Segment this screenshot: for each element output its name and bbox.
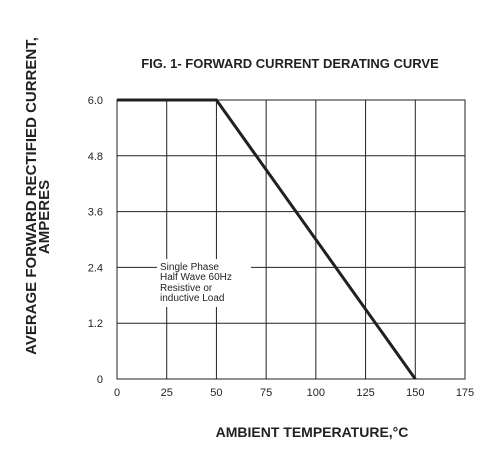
y-axis-title-line-1: AVERAGE FORWARD RECTIFIED CURRENT,: [23, 37, 40, 355]
x-tick-label: 175: [456, 387, 474, 399]
series-group: [117, 98, 417, 380]
x-tick-label: 50: [210, 387, 222, 399]
x-tick-label: 150: [406, 387, 424, 399]
x-tick-labels: 0 25 50 75 100 125 150 175: [114, 387, 474, 399]
x-tick-label: 125: [356, 387, 374, 399]
x-tick-label: 25: [161, 387, 173, 399]
y-tick-label: 3.6: [88, 207, 103, 219]
annotation-background: [157, 259, 251, 307]
y-tick-label: 2.4: [88, 262, 103, 274]
y-axis-title-line-2: AMPERES: [36, 180, 53, 254]
y-tick-label: 1.2: [88, 318, 103, 330]
x-tick-label: 75: [260, 387, 272, 399]
y-tick-labels: 0 1.2 2.4 3.6 4.8 6.0: [88, 95, 103, 386]
annotation-line-1: Single Phase: [160, 262, 219, 273]
x-tick-label: 100: [307, 387, 325, 399]
annotation-box: Single Phase Half Wave 60Hz Resistive or…: [157, 259, 251, 307]
plot-frame: [116, 99, 466, 380]
x-tick-label: 0: [114, 387, 120, 399]
annotation-line-3: Resistive or: [160, 283, 213, 294]
derating-curve-line: [117, 98, 417, 380]
chart-title: FIG. 1- FORWARD CURRENT DERATING CURVE: [141, 56, 439, 71]
y-tick-label: 4.8: [88, 151, 103, 163]
annotation-line-4: inductive Load: [160, 293, 225, 304]
y-tick-label: 6.0: [88, 95, 103, 107]
x-axis-title: AMBIENT TEMPERATURE,°C: [216, 424, 409, 440]
annotation-line-2: Half Wave 60Hz: [160, 272, 232, 283]
y-tick-label: 0: [97, 374, 103, 386]
grid-lines: [117, 100, 465, 379]
